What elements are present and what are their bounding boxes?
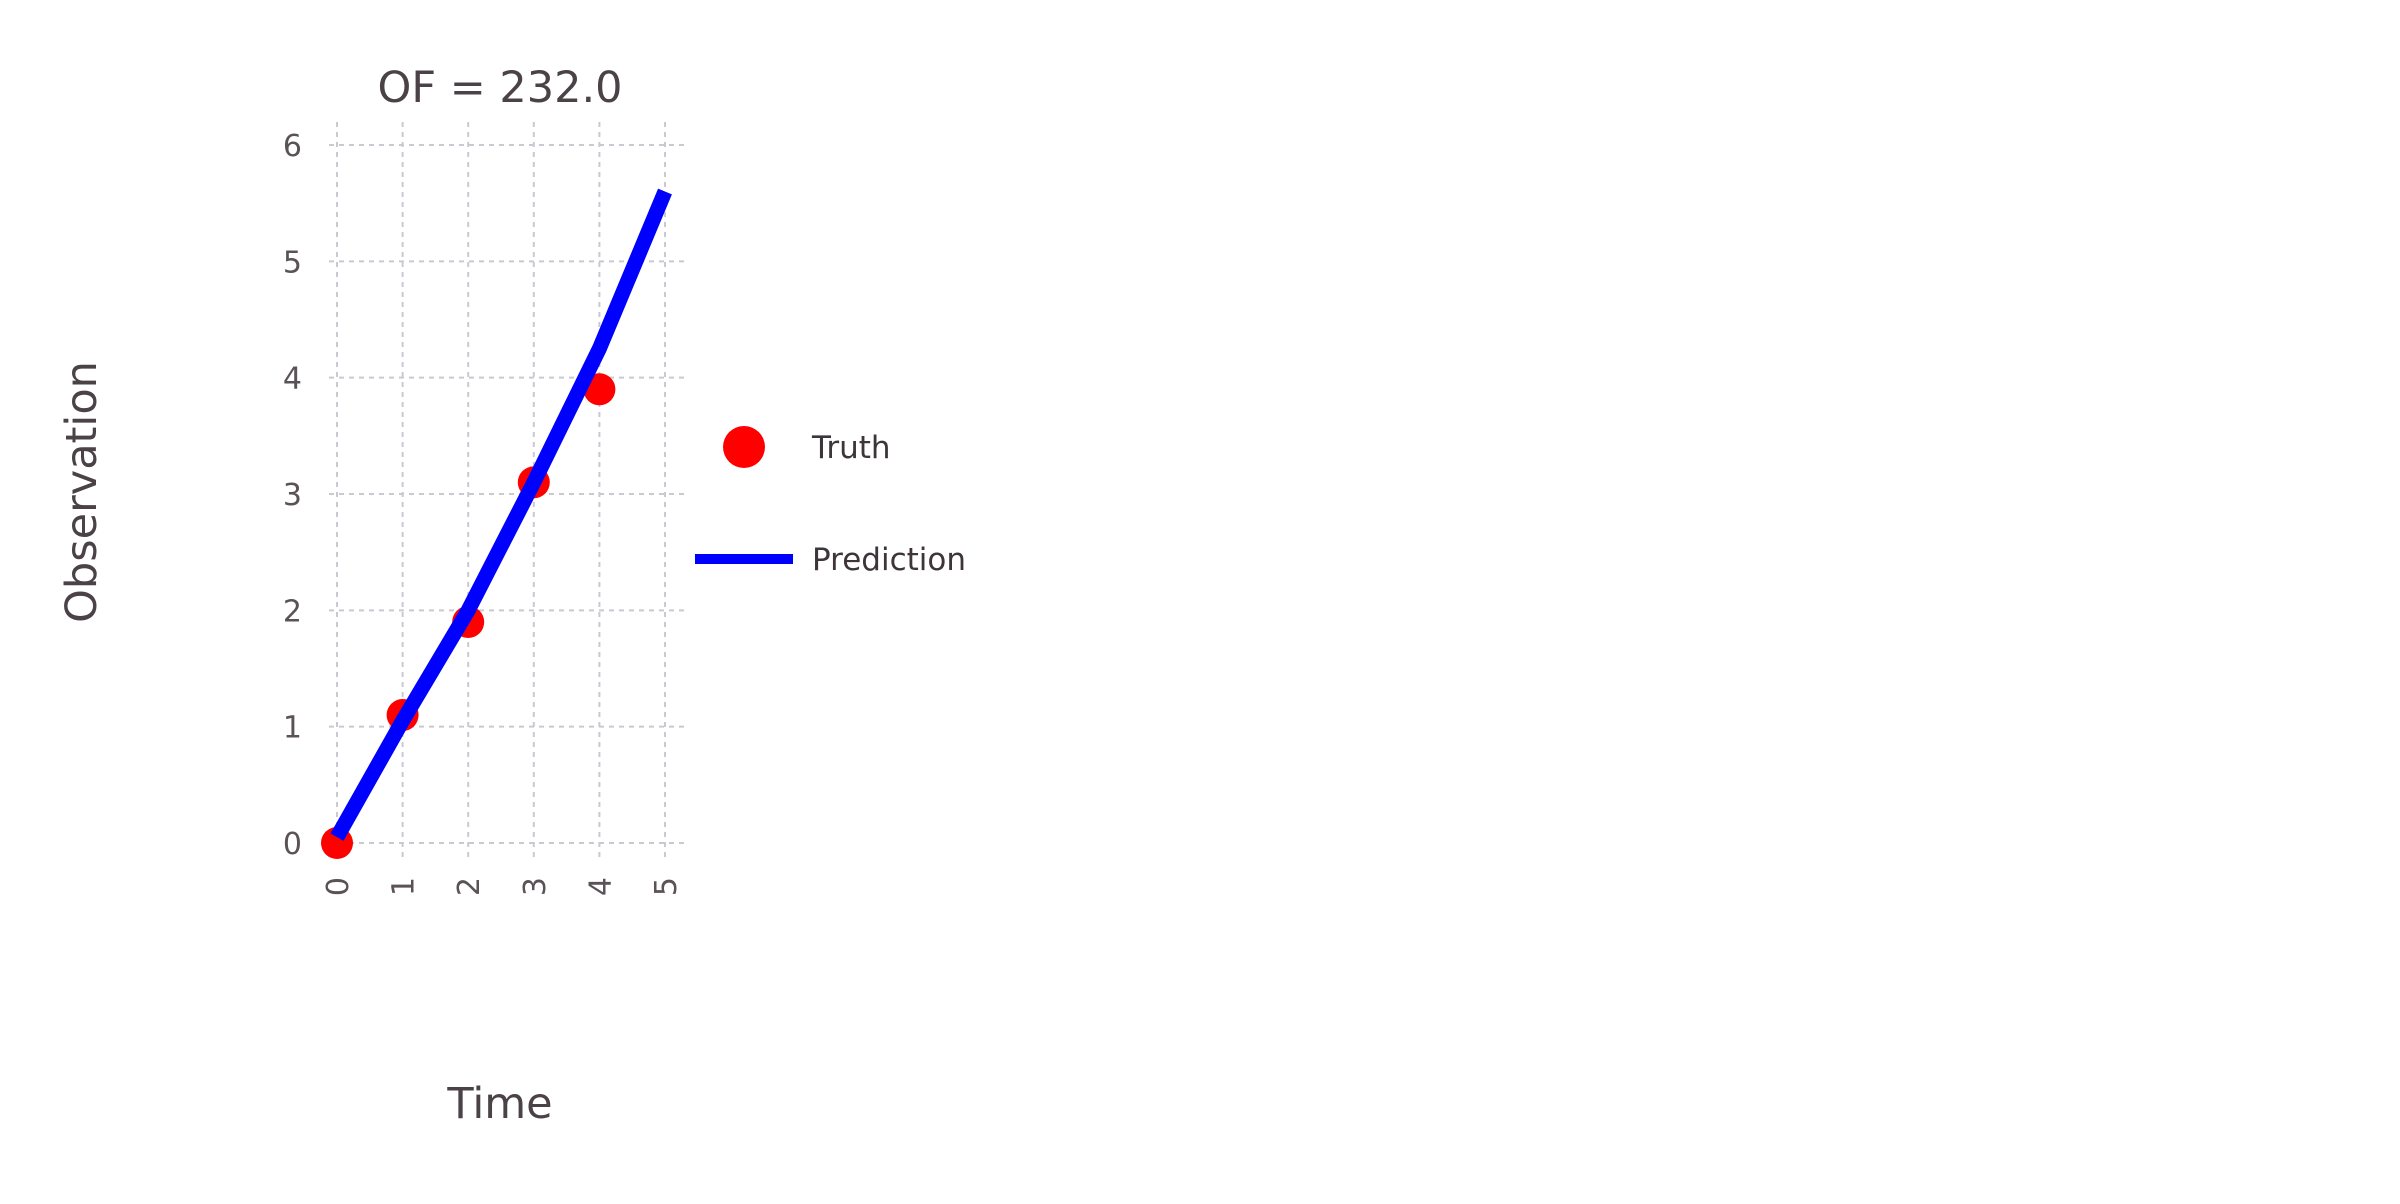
y-tick-label: 4 — [283, 362, 302, 397]
x-tick-label: 4 — [583, 877, 618, 896]
x-axis-title: Time — [446, 1079, 552, 1129]
legend-label: Prediction — [812, 542, 966, 578]
x-tick-label: 0 — [321, 877, 356, 896]
legend-truth-marker — [723, 426, 765, 468]
y-tick-label: 3 — [283, 478, 302, 513]
y-tick-label: 5 — [283, 245, 302, 280]
legend: Truth Prediction — [695, 426, 966, 578]
y-tick-label: 0 — [283, 827, 302, 862]
tick-layer: 0 1 2 3 4 5 6 0 1 2 3 4 5 — [283, 129, 684, 896]
y-tick-label: 2 — [283, 594, 302, 629]
chart-title: OF = 232.0 — [377, 63, 622, 113]
y-tick-label: 6 — [283, 129, 302, 164]
legend-label: Truth — [811, 430, 891, 466]
y-tick-label: 1 — [283, 711, 302, 746]
x-tick-label: 3 — [518, 877, 553, 896]
prediction-line — [330, 188, 672, 841]
x-tick-label: 5 — [649, 877, 684, 896]
x-tick-label: 2 — [452, 877, 487, 896]
series-layer — [321, 188, 672, 859]
x-tick-label: 1 — [387, 877, 422, 896]
y-axis-title: Observation — [57, 361, 107, 623]
